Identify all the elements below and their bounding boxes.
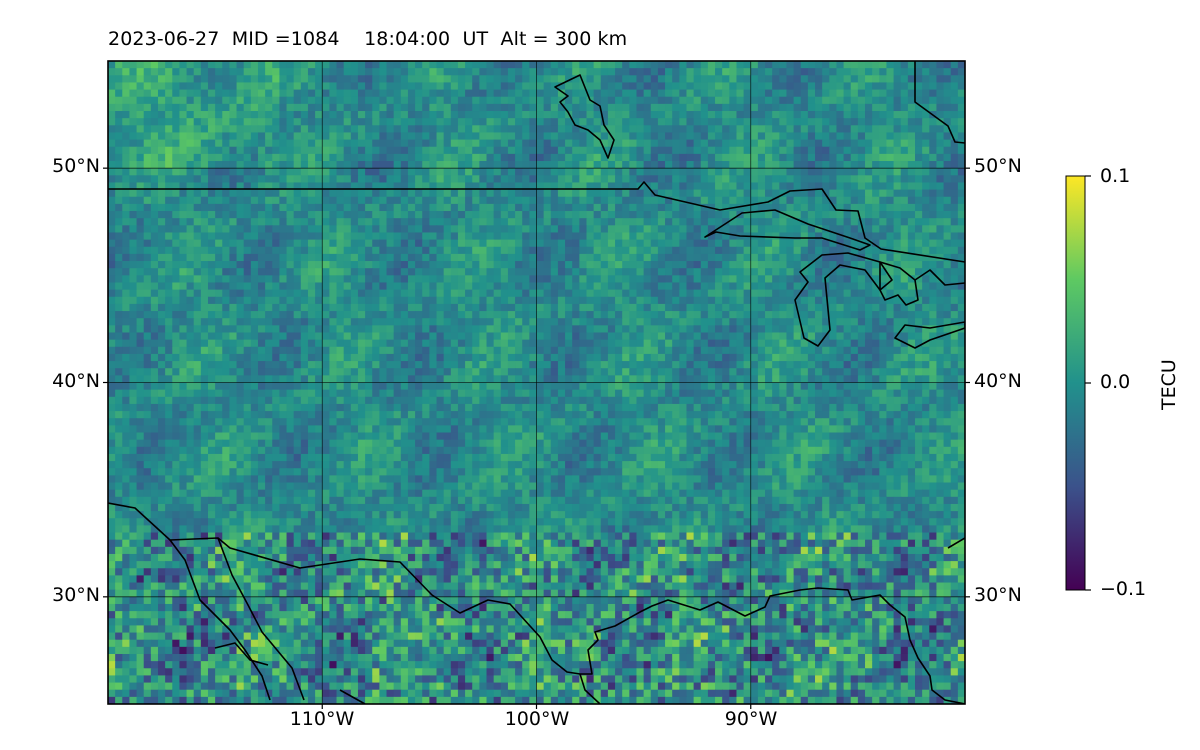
coastlines — [108, 61, 965, 704]
title-time: 18:04:00 UT — [364, 28, 489, 50]
colorbar-tick-zero: 0.0 — [1100, 371, 1131, 393]
lon-label-90w: 90°W — [724, 708, 778, 730]
lon-label-110w: 110°W — [289, 708, 355, 730]
colorbar-tick-min: −0.1 — [1100, 578, 1147, 600]
axis-ticks — [103, 167, 970, 709]
lat-label-40-right: 40°N — [974, 370, 1022, 392]
colorbar-ticks — [1085, 175, 1091, 591]
lon-label-100w: 100°W — [504, 708, 570, 730]
baja-east-coast — [214, 642, 269, 666]
lake-huron — [879, 261, 919, 306]
lat-label-50-right: 50°N — [974, 155, 1022, 177]
plot-title: 2023-06-27 MID =1084 18:04:00 UT Alt = 3… — [108, 28, 627, 50]
lat-label-40-left: 40°N — [52, 370, 100, 392]
lat-label-50-left: 50°N — [52, 155, 100, 177]
mexico-border — [108, 502, 965, 704]
lake-erie-ontario — [894, 321, 965, 349]
lake-superior — [704, 209, 871, 251]
colorbar-label: TECU — [1158, 359, 1180, 410]
colorbar — [1065, 175, 1086, 591]
lat-label-30-left: 30°N — [52, 584, 100, 606]
title-mid: MID =1084 — [231, 28, 340, 50]
lat-label-30-right: 30°N — [974, 584, 1022, 606]
us-canada-border — [108, 181, 965, 263]
michigan-thumb — [914, 269, 965, 286]
lake-michigan — [794, 252, 893, 347]
gulf-coast-east — [947, 537, 965, 549]
title-date: 2023-06-27 — [108, 28, 220, 50]
hudson-bay-island — [554, 74, 615, 159]
mexico-gulf-coast — [339, 673, 601, 704]
tec-map — [108, 61, 965, 704]
colorbar-tick-max: 0.1 — [1100, 165, 1131, 187]
title-alt: Alt = 300 km — [500, 28, 628, 50]
hudson-bay-shore — [914, 61, 965, 144]
tec-cells — [108, 61, 965, 704]
baja-peninsula — [169, 537, 305, 701]
map-gridlines — [108, 61, 965, 704]
